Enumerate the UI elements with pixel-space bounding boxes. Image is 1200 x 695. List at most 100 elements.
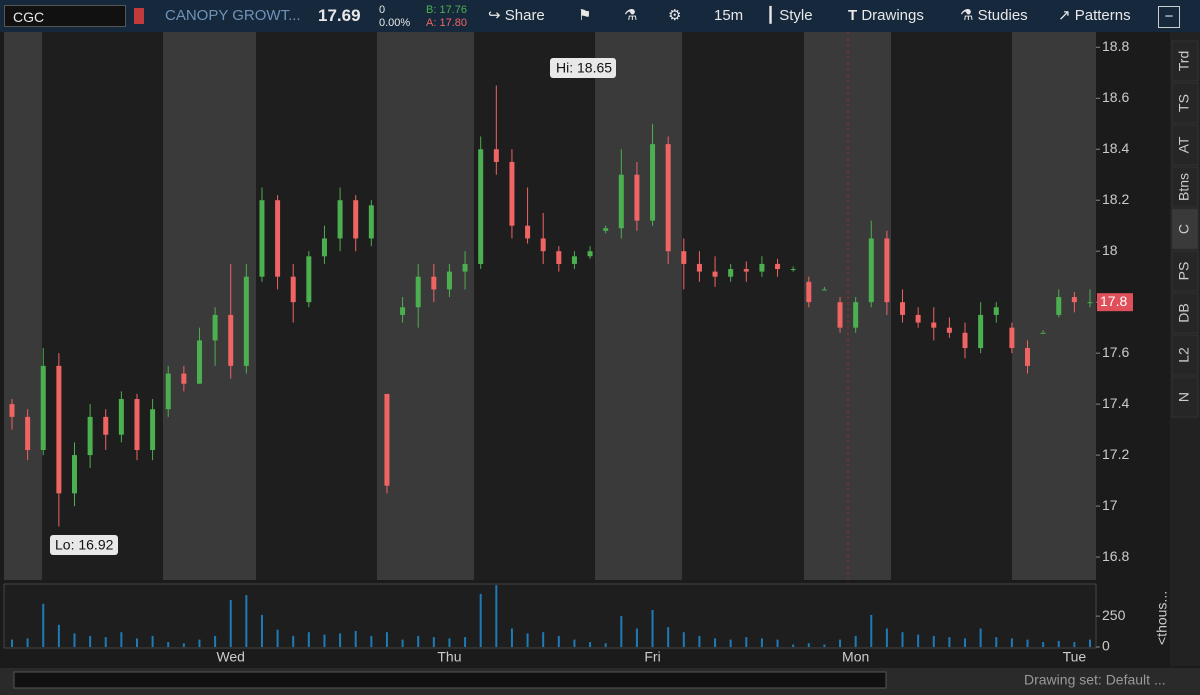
session-band [377, 32, 474, 580]
style-label[interactable]: Style [779, 7, 813, 24]
volume-bar [651, 609, 654, 647]
volume-bar [448, 638, 451, 647]
volume-bar [245, 595, 248, 647]
volume-bar [698, 635, 701, 647]
candle-body [478, 149, 484, 264]
volume-bar [542, 632, 545, 647]
annotation-text: Lo: 16.92 [55, 537, 114, 553]
volume-bar [729, 639, 732, 647]
last-price-tag [1097, 293, 1133, 312]
volume-bar [11, 639, 13, 647]
settings-button[interactable]: ⚙ [668, 7, 682, 24]
sidebar-tab-label[interactable]: N [1176, 392, 1192, 402]
volume-bar [948, 637, 951, 647]
sidebar-tab[interactable] [1171, 376, 1199, 418]
flag-button[interactable]: ⚑ [578, 7, 592, 24]
sidebar-tab[interactable] [1171, 334, 1199, 376]
scrollbar[interactable] [13, 671, 887, 689]
candle-body [509, 161, 515, 226]
volume-bar [464, 637, 467, 647]
volume-bar [604, 643, 607, 647]
candle-body [353, 200, 359, 239]
studies-label[interactable]: Studies [977, 7, 1028, 24]
candle-body [290, 276, 296, 303]
volume-bar [167, 642, 170, 647]
volume-bar [73, 633, 76, 647]
sidebar-tab[interactable] [1171, 292, 1199, 334]
studies-button[interactable]: ⚗ Studies [960, 7, 1028, 24]
candle-body [931, 322, 937, 328]
volume-pane [3, 583, 1097, 649]
drawings-button[interactable]: T Drawings [848, 7, 924, 24]
y-tick-label: 17.2 [1102, 446, 1129, 462]
sidebar-tab[interactable] [1171, 166, 1199, 208]
candle-body [743, 269, 749, 272]
sidebar-tab[interactable] [1171, 208, 1199, 250]
candle-body [118, 399, 124, 435]
volume-bar [260, 614, 263, 647]
candle-body [665, 144, 671, 252]
volume-bar [807, 643, 810, 647]
volume-bar [714, 638, 717, 647]
candle-body [634, 174, 640, 221]
last-price: 17.69 [318, 6, 361, 25]
drawing-set[interactable]: Drawing set: Default ... [1024, 672, 1166, 688]
candle-body [650, 144, 656, 221]
candle-body [431, 276, 437, 290]
sidebar-tab-label[interactable]: TS [1176, 94, 1192, 112]
sidebar-tab[interactable] [1171, 124, 1199, 166]
sidebar-tab[interactable] [1171, 250, 1199, 292]
sidebar-tab[interactable] [1171, 82, 1199, 124]
patterns-button[interactable]: ↗ Patterns [1058, 7, 1131, 24]
alert-icon[interactable] [134, 8, 144, 24]
volume-bar [760, 638, 763, 647]
volume-bar [104, 637, 107, 647]
share-button[interactable]: ↪ Share [488, 7, 545, 24]
candle-body [696, 263, 702, 272]
low-annotation: Lo: 16.92 [50, 535, 118, 555]
volume-bar [339, 633, 342, 647]
sidebar-tab-label[interactable]: L2 [1176, 347, 1192, 363]
volume-bar [557, 635, 560, 647]
candle-body [821, 289, 827, 291]
sidebar-tab-label[interactable]: PS [1176, 262, 1192, 281]
candle-body [400, 307, 406, 315]
share-label[interactable]: Share [504, 7, 545, 24]
volume-bar [354, 630, 357, 647]
candle-body [196, 340, 202, 384]
patterns-label[interactable]: Patterns [1074, 7, 1131, 24]
candle-body [321, 238, 327, 257]
volume-tick-label: 0 [1102, 638, 1110, 654]
sidebar-tab-label[interactable]: C [1176, 224, 1192, 234]
candle-body [681, 251, 687, 264]
candle-body [462, 263, 468, 272]
volume-bar [1089, 639, 1091, 647]
candle-body [150, 409, 156, 451]
volume-bar [1010, 638, 1013, 647]
sidebar-tab[interactable] [1171, 40, 1199, 82]
y-tick-label: 17.6 [1102, 344, 1129, 360]
sidebar-tab-label[interactable]: Trd [1176, 51, 1192, 71]
volume-bar [901, 632, 904, 647]
volume-bar [89, 635, 92, 647]
symbol-box[interactable]: CGC [4, 5, 126, 27]
x-tick-label: Tue [1063, 649, 1087, 665]
interval-button[interactable]: 15m [714, 7, 744, 24]
drawings-label[interactable]: Drawings [861, 7, 924, 24]
candle-body [946, 327, 952, 333]
change: 0 [379, 4, 386, 16]
volume-bar [885, 628, 888, 647]
lab-button[interactable]: ⚗ [624, 7, 638, 24]
sidebar-tab-label[interactable]: AT [1176, 136, 1192, 153]
y-tick-label: 18.8 [1102, 38, 1129, 54]
volume-bar [932, 635, 935, 647]
style-button[interactable]: ┃ Style [766, 7, 813, 24]
candle-body [87, 416, 93, 456]
ask: A: 17.80 [426, 17, 467, 29]
candle-body [556, 251, 562, 264]
sidebar-tab-label[interactable]: Btns [1176, 173, 1192, 201]
candle-body [790, 269, 796, 271]
hide-button[interactable]: − [1158, 6, 1180, 28]
sidebar-tab-label[interactable]: DB [1176, 303, 1192, 322]
candle-body [993, 307, 999, 315]
